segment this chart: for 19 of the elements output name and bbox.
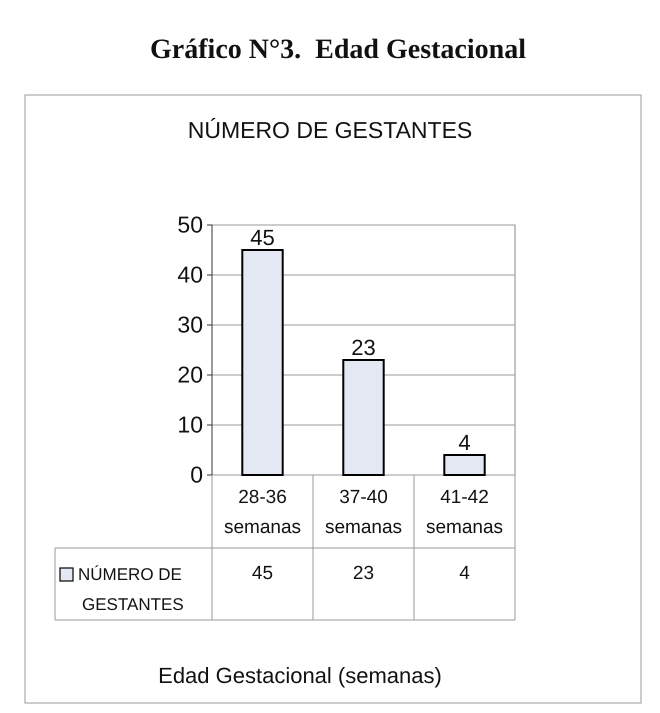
annotation: 4 bbox=[458, 430, 471, 455]
y-tick-label: 30 bbox=[177, 311, 203, 338]
x-tick-label: 28-36 semanas bbox=[224, 487, 302, 538]
annotation: 45 bbox=[250, 225, 275, 250]
y-tick-label: 0 bbox=[190, 461, 203, 488]
legend-label: NÚMERO DE GESTANTES bbox=[78, 565, 184, 614]
data-label: 45 bbox=[252, 563, 274, 584]
y-tick-label: 10 bbox=[177, 411, 203, 438]
x-tick-label: 37-40 semanas bbox=[324, 487, 402, 538]
data-label: 23 bbox=[352, 563, 374, 584]
x-tick-label: 41-42 semanas bbox=[426, 487, 504, 538]
chart-subtitle: NÚMERO DE GESTANTES bbox=[188, 117, 472, 143]
data-label: 4 bbox=[459, 563, 470, 584]
annotation: 23 bbox=[351, 335, 376, 360]
text: Edad Gestacional (semanas) bbox=[158, 663, 442, 688]
y-tick-label: 20 bbox=[177, 361, 203, 388]
y-tick-label: 50 bbox=[177, 211, 203, 238]
y-tick-label: 40 bbox=[177, 261, 203, 288]
chart-title: Gráfico N°3. Edad Gestacional bbox=[150, 34, 526, 65]
